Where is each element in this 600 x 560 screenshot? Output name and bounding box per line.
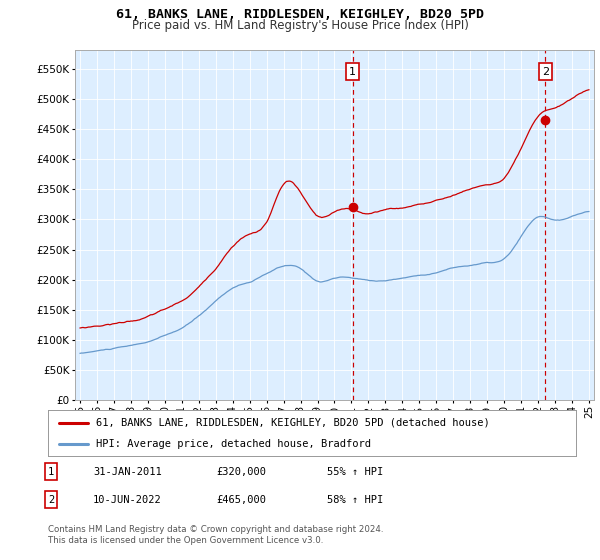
Text: 58% ↑ HPI: 58% ↑ HPI: [327, 494, 383, 505]
Text: 2: 2: [48, 494, 54, 505]
Text: £320,000: £320,000: [216, 466, 266, 477]
Text: Price paid vs. HM Land Registry's House Price Index (HPI): Price paid vs. HM Land Registry's House …: [131, 19, 469, 32]
Text: 2: 2: [542, 67, 549, 77]
Text: 55% ↑ HPI: 55% ↑ HPI: [327, 466, 383, 477]
Text: 31-JAN-2011: 31-JAN-2011: [93, 466, 162, 477]
Text: £465,000: £465,000: [216, 494, 266, 505]
Text: HPI: Average price, detached house, Bradford: HPI: Average price, detached house, Brad…: [95, 439, 371, 449]
Text: 1: 1: [349, 67, 356, 77]
Text: Contains HM Land Registry data © Crown copyright and database right 2024.
This d: Contains HM Land Registry data © Crown c…: [48, 525, 383, 545]
Text: 61, BANKS LANE, RIDDLESDEN, KEIGHLEY, BD20 5PD (detached house): 61, BANKS LANE, RIDDLESDEN, KEIGHLEY, BD…: [95, 418, 489, 428]
Text: 10-JUN-2022: 10-JUN-2022: [93, 494, 162, 505]
Text: 1: 1: [48, 466, 54, 477]
Text: 61, BANKS LANE, RIDDLESDEN, KEIGHLEY, BD20 5PD: 61, BANKS LANE, RIDDLESDEN, KEIGHLEY, BD…: [116, 8, 484, 21]
